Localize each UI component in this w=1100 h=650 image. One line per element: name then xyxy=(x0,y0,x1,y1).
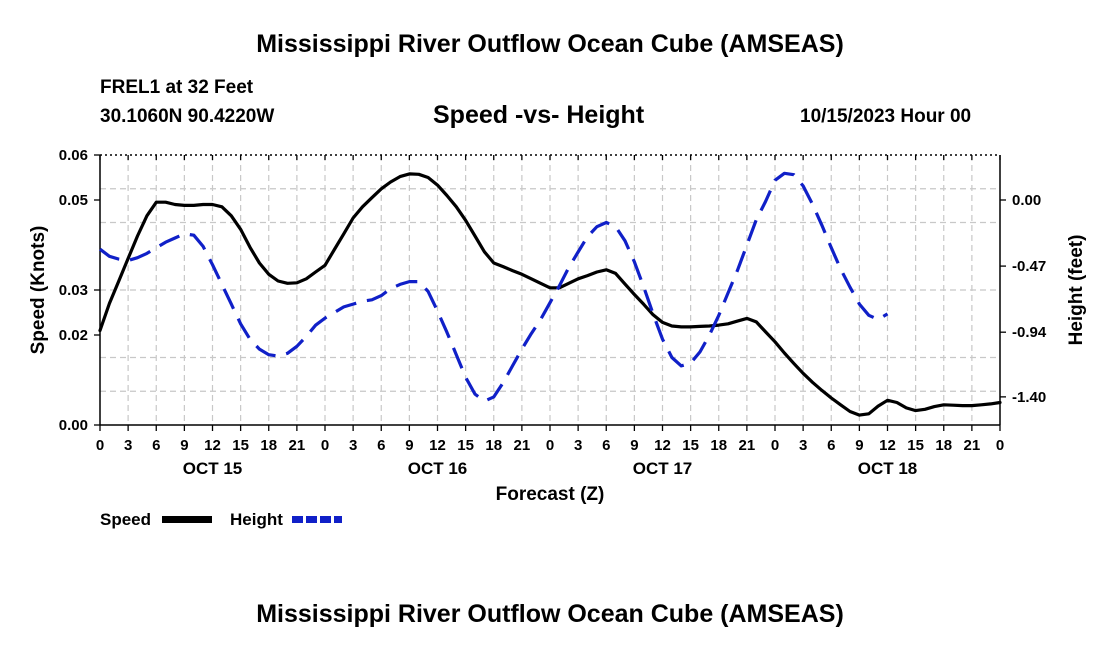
legend-speed-label: Speed xyxy=(100,510,152,529)
x-tick-label: 21 xyxy=(739,437,756,454)
y-left-tick-label: 0.05 xyxy=(59,192,88,209)
x-tick-label: 9 xyxy=(405,437,413,454)
y-left-tick-label: 0.02 xyxy=(59,327,88,344)
y-left-tick-label: 0.06 xyxy=(59,147,88,164)
x-tick-label: 15 xyxy=(907,437,924,454)
datetime-label: 10/15/2023 Hour 00 xyxy=(800,106,972,127)
legend-height-label: Height xyxy=(230,510,283,529)
x-tick-label: 18 xyxy=(935,437,952,454)
y-right-tick-label: 0.00 xyxy=(1012,192,1041,209)
y-left-tick-label: 0.00 xyxy=(59,417,88,434)
x-tick-label: 15 xyxy=(232,437,249,454)
x-tick-label: 3 xyxy=(799,437,807,454)
x-tick-label: 0 xyxy=(321,437,329,454)
x-tick-label: 9 xyxy=(855,437,863,454)
x-tick-label: 0 xyxy=(96,437,104,454)
location-label: 30.1060N 90.4220W xyxy=(100,106,275,127)
x-tick-label: 18 xyxy=(485,437,502,454)
y-left-tick-label: 0.03 xyxy=(59,282,88,299)
x-tick-label: 18 xyxy=(710,437,727,454)
x-tick-label: 3 xyxy=(349,437,357,454)
day-label: OCT 15 xyxy=(183,459,243,478)
y-right-axis-title: Height (feet) xyxy=(1066,235,1087,346)
x-tick-label: 15 xyxy=(682,437,699,454)
x-tick-label: 6 xyxy=(377,437,385,454)
x-tick-label: 21 xyxy=(514,437,531,454)
x-tick-label: 12 xyxy=(879,437,896,454)
x-tick-label: 21 xyxy=(289,437,306,454)
day-label: OCT 16 xyxy=(408,459,468,478)
x-tick-label: 0 xyxy=(771,437,779,454)
y-right-tick-label: -1.40 xyxy=(1012,389,1046,406)
x-tick-label: 9 xyxy=(630,437,638,454)
x-tick-label: 0 xyxy=(996,437,1004,454)
day-label: OCT 18 xyxy=(858,459,918,478)
y-right-tick-label: -0.94 xyxy=(1012,324,1047,341)
series-line-speed xyxy=(98,172,1002,417)
x-tick-label: 6 xyxy=(152,437,160,454)
x-tick-label: 21 xyxy=(964,437,981,454)
x-tick-label: 6 xyxy=(827,437,835,454)
x-tick-label: 12 xyxy=(429,437,446,454)
x-tick-label: 3 xyxy=(124,437,132,454)
x-tick-label: 18 xyxy=(260,437,277,454)
chart-title: Mississippi River Outflow Ocean Cube (AM… xyxy=(256,30,844,58)
footer-title: Mississippi River Outflow Ocean Cube (AM… xyxy=(256,600,844,628)
x-tick-label: 3 xyxy=(574,437,582,454)
x-tick-label: 6 xyxy=(602,437,610,454)
legend-height-swatch xyxy=(292,516,342,523)
series-line-height xyxy=(99,171,889,403)
x-axis-title: Forecast (Z) xyxy=(496,484,605,505)
x-tick-label: 12 xyxy=(204,437,221,454)
x-tick-label: 0 xyxy=(546,437,554,454)
y-left-axis-title: Speed (Knots) xyxy=(28,226,49,355)
x-tick-label: 12 xyxy=(654,437,671,454)
day-label: OCT 17 xyxy=(633,459,693,478)
x-tick-label: 9 xyxy=(180,437,188,454)
station-label: FREL1 at 32 Feet xyxy=(100,77,254,98)
y-right-tick-label: -0.47 xyxy=(1012,258,1046,275)
chart-subtitle: Speed -vs- Height xyxy=(433,101,645,129)
legend-speed-swatch xyxy=(162,516,212,523)
x-tick-label: 15 xyxy=(457,437,474,454)
